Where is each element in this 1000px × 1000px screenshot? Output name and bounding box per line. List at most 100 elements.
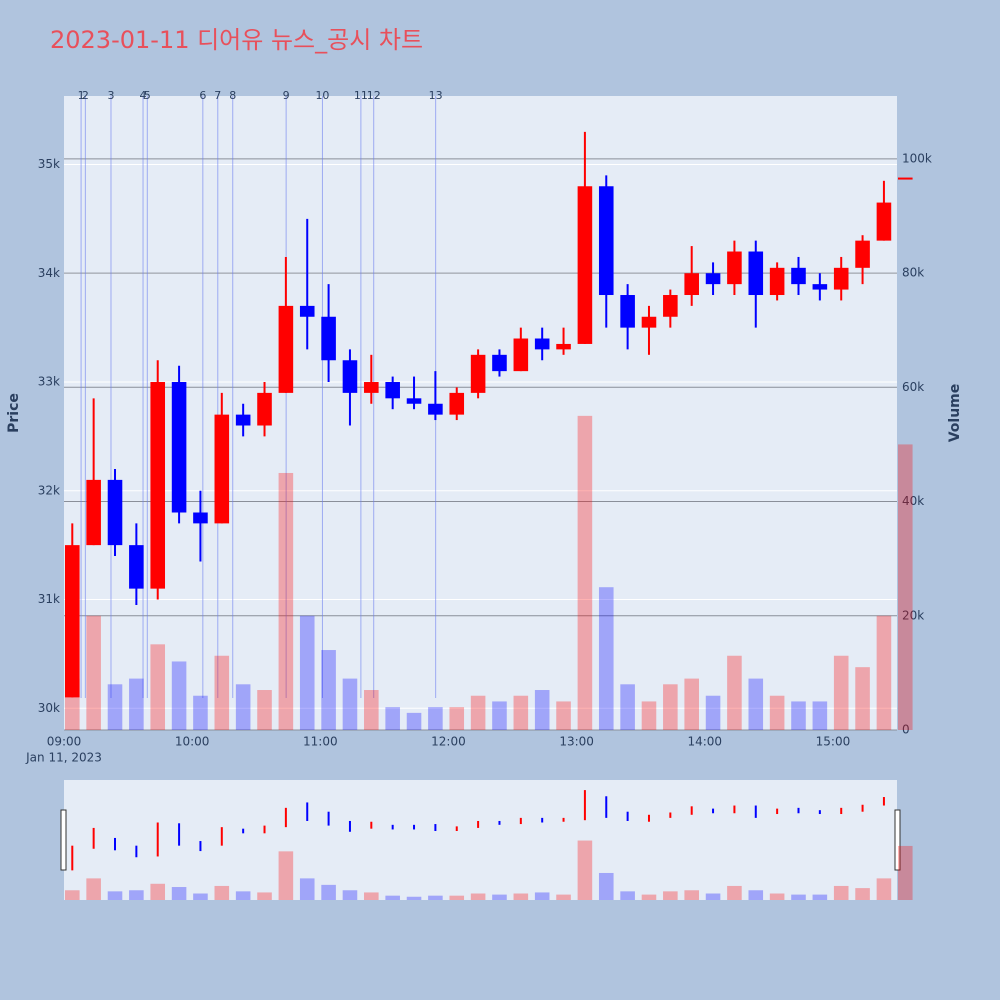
candle-body xyxy=(492,354,507,372)
volume-bar xyxy=(449,707,465,730)
slider-volume-bar xyxy=(65,890,80,900)
volume-bar xyxy=(876,615,892,730)
y-tick-label: 32k xyxy=(38,483,60,497)
slider-volume-bar xyxy=(727,885,742,900)
slider-volume-bar xyxy=(705,893,721,900)
candle-body xyxy=(171,382,187,513)
x-tick-label: 09:00 xyxy=(47,735,82,749)
y2-axis-title: Volume xyxy=(947,384,963,443)
news-label: 6 xyxy=(199,89,206,102)
slider-volume-bar xyxy=(620,891,635,900)
volume-bar xyxy=(684,678,699,730)
range-handle[interactable] xyxy=(894,809,901,871)
candle-body xyxy=(299,305,315,317)
volume-bar xyxy=(193,695,208,730)
news-label: 13 xyxy=(429,89,443,102)
y-axis-title: Price xyxy=(6,393,22,433)
candle-body xyxy=(278,305,294,393)
candle-body xyxy=(833,267,849,290)
slider-volume-bar xyxy=(171,887,187,900)
candle-body xyxy=(812,284,828,290)
slider-volume-bar xyxy=(342,890,358,900)
slider-volume-bar xyxy=(299,878,315,900)
slider-volume-bar xyxy=(663,891,678,900)
news-label: 7 xyxy=(214,89,221,102)
y-tick-label: 34k xyxy=(38,266,60,280)
news-label: 9 xyxy=(283,89,290,102)
chart-title: 2023-01-11 디어유 뉴스_공시 차트 xyxy=(50,26,423,54)
candle-body xyxy=(684,273,699,296)
slider-volume-bar xyxy=(684,890,699,900)
slider-volume-bar xyxy=(107,891,123,900)
slider-volume-bar xyxy=(598,872,614,900)
y2-tick-label: 80k xyxy=(902,266,924,280)
x-tick-label: 13:00 xyxy=(559,735,594,749)
slider-volume-bar xyxy=(492,894,507,900)
range-handle[interactable] xyxy=(60,809,67,871)
volume-bar xyxy=(86,615,101,730)
candle-body xyxy=(364,382,379,393)
volume-bar xyxy=(299,615,315,730)
slider-volume-bar xyxy=(812,894,828,900)
slider-volume-bar xyxy=(556,894,571,900)
candle-body xyxy=(150,382,166,589)
candle-body xyxy=(321,316,336,361)
slider-volume-bar xyxy=(321,884,336,900)
candle-body xyxy=(641,316,657,328)
news-label: 2 xyxy=(82,89,89,102)
slider-volume-bar xyxy=(577,840,593,900)
volume-bar xyxy=(812,701,828,730)
candle-body xyxy=(86,479,101,546)
slider-volume-bar xyxy=(193,893,208,900)
candle-body xyxy=(769,267,785,296)
volume-bar xyxy=(620,684,635,730)
volume-bar xyxy=(577,415,593,730)
volume-bar xyxy=(428,707,443,730)
candle-body xyxy=(193,512,208,524)
slider-volume-bar xyxy=(898,845,913,900)
y-tick-label: 35k xyxy=(38,157,60,171)
candle-body xyxy=(727,251,742,285)
volume-bar xyxy=(321,650,336,730)
volume-bar xyxy=(470,695,486,730)
candle-body xyxy=(791,267,806,285)
candle-body xyxy=(342,360,358,393)
volume-bar xyxy=(278,472,294,730)
y-tick-label: 31k xyxy=(38,592,60,606)
slider-volume-bar xyxy=(406,896,422,900)
slider-volume-bar xyxy=(470,893,486,900)
x-tick-label: 12:00 xyxy=(431,735,466,749)
candle-body xyxy=(257,392,272,426)
y2-tick-label: 0 xyxy=(902,723,910,737)
candle-body xyxy=(898,177,913,180)
volume-bar xyxy=(769,695,785,730)
candle-body xyxy=(129,545,144,589)
news-label: 12 xyxy=(367,89,381,102)
volume-bar xyxy=(342,678,358,730)
x-tick-label: 15:00 xyxy=(816,735,851,749)
volume-bar xyxy=(150,644,166,730)
volume-bar xyxy=(492,701,507,730)
x-tick-label: 14:00 xyxy=(687,735,722,749)
news-label: 10 xyxy=(315,89,329,102)
y-tick-label: 33k xyxy=(38,375,60,389)
slider-volume-bar xyxy=(428,895,443,900)
candle-body xyxy=(470,354,486,393)
candle-body xyxy=(428,403,443,415)
candle-body xyxy=(748,251,764,296)
news-label: 1 xyxy=(78,89,85,102)
slider-volume-bar xyxy=(129,890,144,900)
volume-bar xyxy=(748,678,764,730)
slider-volume-bar xyxy=(855,888,870,900)
slider-volume-bar xyxy=(791,894,806,900)
candle-body xyxy=(855,240,870,268)
volume-bar xyxy=(641,701,657,730)
news-label: 11 xyxy=(354,89,368,102)
slider-volume-bar xyxy=(257,892,272,900)
range-slider[interactable] xyxy=(64,780,897,900)
volume-bar xyxy=(171,661,187,730)
volume-bar xyxy=(364,690,379,730)
news-label: 3 xyxy=(107,89,114,102)
candle-body xyxy=(577,186,593,344)
